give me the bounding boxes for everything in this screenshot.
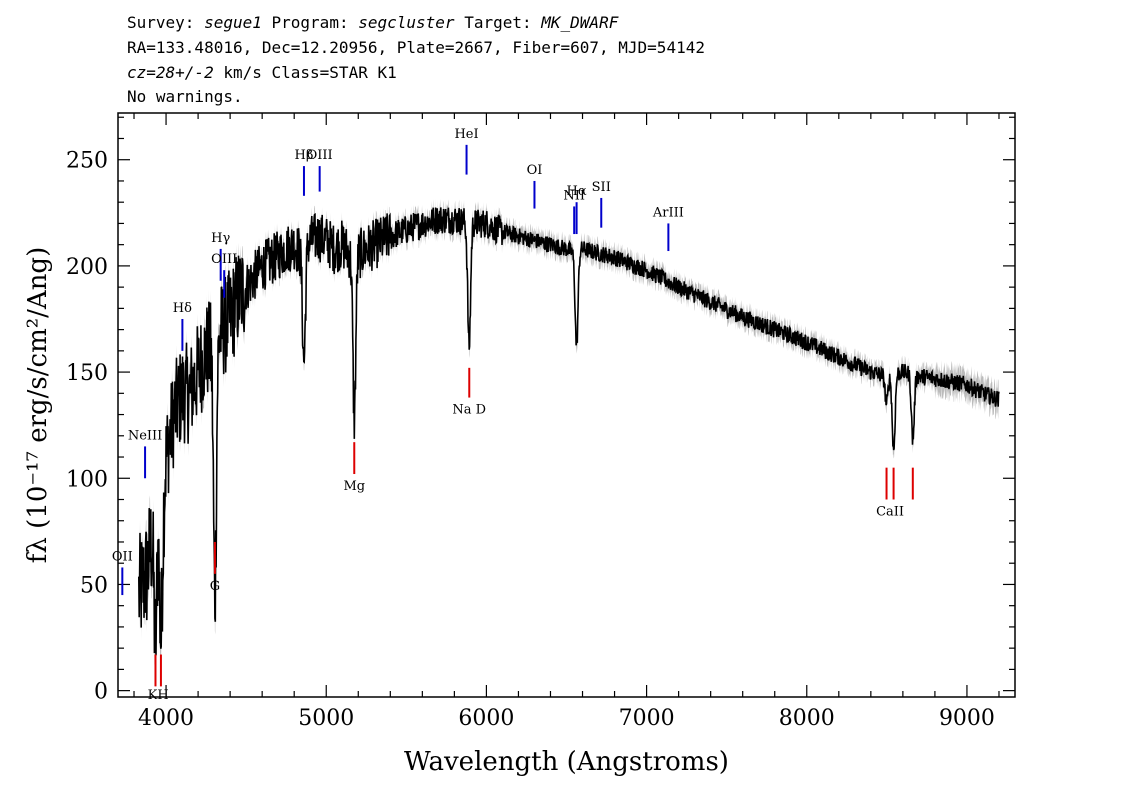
y-axis-title: fλ (10⁻¹⁷ erg/s/cm²/Ang) (23, 247, 53, 563)
program-value: segcluster (358, 13, 455, 32)
emission-line-label: Hα (567, 184, 587, 199)
survey-label: Survey: (127, 13, 195, 32)
header-line-1: Survey: segue1 Program: segcluster Targe… (127, 13, 618, 33)
target-label: Target: (464, 13, 532, 32)
emission-line-label: OI (527, 163, 543, 178)
emission-line-label: NeIII (128, 428, 162, 443)
emission-line-label: OII (112, 549, 133, 564)
emission-line-label: SII (592, 180, 611, 195)
emission-line-label: OIII (211, 252, 237, 267)
y-tick-label: 100 (66, 467, 108, 492)
class-value: km/s Class=STAR K1 (213, 63, 397, 82)
header-line-4: No warnings. (127, 87, 243, 106)
y-tick-label: 50 (80, 573, 108, 598)
x-tick-label: 5000 (298, 706, 354, 731)
x-tick-label: 9000 (939, 706, 995, 731)
spectrum-line (138, 207, 1000, 656)
emission-line-label: OIII (307, 148, 333, 163)
emission-line-label: Hδ (173, 301, 192, 316)
absorption-line-label: Na D (452, 403, 486, 418)
header-line-2: RA=133.48016, Dec=12.20956, Plate=2667, … (127, 38, 705, 57)
survey-value: segue1 (204, 13, 262, 32)
x-tick-label: 6000 (458, 706, 514, 731)
y-tick-label: 150 (66, 361, 108, 386)
absorption-line-label: Mg (343, 479, 365, 494)
absorption-line-label: G (210, 579, 220, 594)
plot-frame (117, 112, 1016, 698)
program-label: Program: (271, 13, 349, 32)
emission-line-label: NII (563, 188, 585, 203)
absorption-line-label: CaII (876, 505, 904, 520)
emission-line-label: HeI (454, 127, 478, 142)
emission-line-label: Hβ (295, 148, 314, 163)
y-tick-label: 0 (94, 680, 108, 705)
header-line-3: cz=28+/-2 km/s Class=STAR K1 (127, 63, 397, 83)
y-tick-label: 200 (66, 255, 108, 280)
absorption-line-label: KH (148, 688, 169, 703)
x-tick-label: 4000 (138, 706, 194, 731)
error-band (138, 198, 1000, 669)
emission-line-label: ArIII (652, 205, 684, 220)
x-axis-title: Wavelength (Angstroms) (404, 747, 729, 777)
emission-line-label: Hγ (211, 231, 230, 246)
redshift-value: cz=28+/-2 (127, 63, 214, 82)
y-tick-label: 250 (66, 149, 108, 174)
x-tick-label: 8000 (779, 706, 835, 731)
target-value: MK_DWARF (541, 13, 619, 32)
x-tick-label: 7000 (619, 706, 675, 731)
